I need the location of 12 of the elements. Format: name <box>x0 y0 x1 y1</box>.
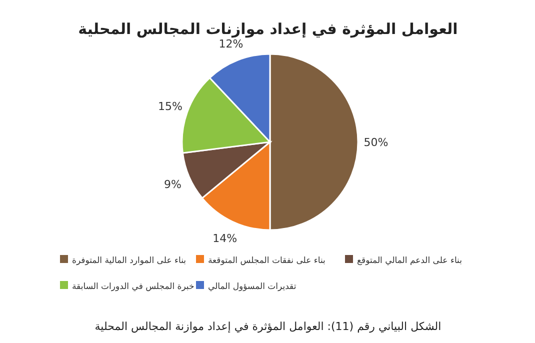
data-label: 15% <box>158 100 182 114</box>
data-label: 9% <box>164 178 182 192</box>
data-label: 12% <box>218 37 244 50</box>
legend-label: خبرة المجلس في الدورات السابقة <box>72 282 194 292</box>
data-label: 14% <box>212 232 238 245</box>
legend-label: بناء على الموارد المالية المتوفرة <box>72 256 186 266</box>
chart-title: العوامل المؤثرة في إعداد موازنات المجالس المحلية <box>78 20 458 38</box>
legend-label: بناء على نفقات المجلس المتوقعة <box>208 256 326 266</box>
data-label: 50% <box>364 136 388 149</box>
text: الشكل البياني رقم (11): العوامل المؤثرة في إعداد موازنة المجالس المحلية <box>94 320 442 333</box>
legend-label: بناء على الدعم المالي المتوقع <box>357 256 462 266</box>
legend-label: تقديرات المسؤول المالي <box>208 282 297 292</box>
